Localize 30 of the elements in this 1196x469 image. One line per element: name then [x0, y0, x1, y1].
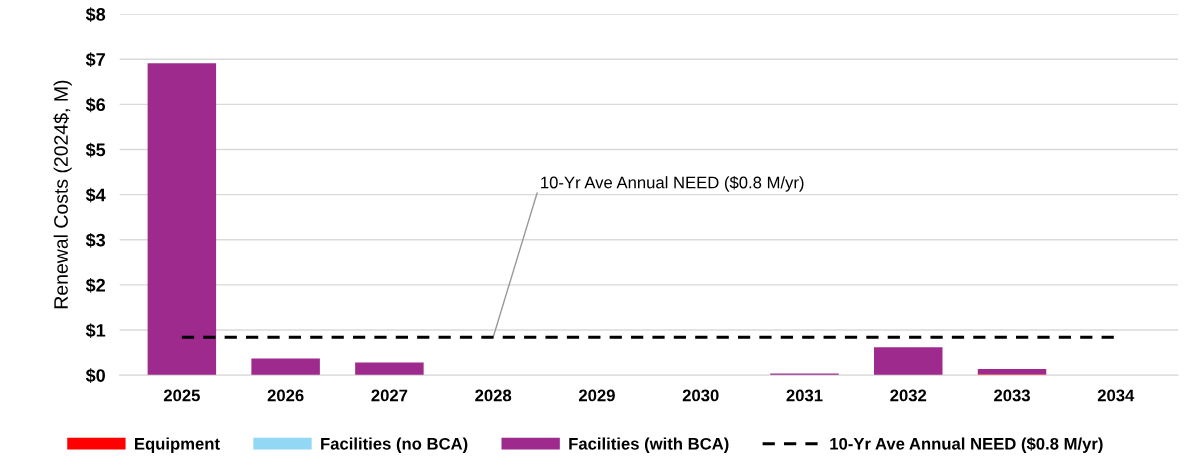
bar	[251, 358, 320, 376]
y-tick-label: $2	[85, 278, 105, 293]
annotation: 10-Yr Ave Annual NEED ($0.8 M/yr)	[541, 175, 804, 192]
y-tick-label: $3	[85, 232, 106, 248]
y-tick-label: $7	[85, 52, 105, 68]
x-tick-label: 2031	[786, 389, 823, 402]
legend-label: Facilities (no BCA)	[321, 437, 468, 453]
legend-label: Equipment	[135, 437, 220, 453]
x-tick-label: 2026	[267, 389, 304, 402]
x-tick-label: 2030	[682, 389, 719, 402]
bar	[977, 368, 1047, 375]
x-tick-label: 2029	[578, 389, 615, 402]
bar	[874, 347, 943, 376]
y-tick-label: $8	[85, 7, 106, 22]
x-tick-label: 2028	[475, 389, 512, 402]
x-tick-label: 2033	[994, 389, 1030, 402]
x-tick-label: 2034	[1097, 389, 1135, 402]
y-axis-title: Renewal Costs (2024$, M)	[53, 80, 72, 309]
y-tick-label: $6	[85, 97, 106, 113]
x-tick-label: 2025	[163, 389, 200, 402]
x-tick-label: 2027	[371, 389, 408, 402]
bar	[147, 63, 217, 376]
y-tick-label: $5	[85, 142, 106, 158]
y-tick-label: $1	[85, 323, 106, 338]
legend-label: Facilities (with BCA)	[569, 437, 729, 453]
y-tick-label: $4	[85, 187, 106, 203]
x-tick-label: 2032	[890, 389, 927, 402]
legend-label: 10-Yr Ave Annual NEED ($0.8 M/yr)	[830, 437, 1103, 453]
y-tick-label: $0	[85, 368, 105, 384]
bar	[355, 362, 424, 376]
